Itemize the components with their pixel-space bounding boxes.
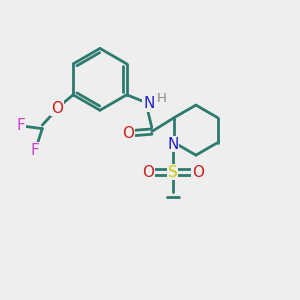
Text: O: O bbox=[51, 100, 63, 116]
Text: H: H bbox=[157, 92, 167, 105]
Text: O: O bbox=[192, 165, 204, 180]
Text: N: N bbox=[143, 96, 154, 111]
Text: S: S bbox=[168, 165, 178, 180]
Text: O: O bbox=[142, 165, 154, 180]
Text: F: F bbox=[31, 143, 39, 158]
Text: F: F bbox=[17, 118, 26, 133]
Text: O: O bbox=[122, 126, 134, 141]
Text: N: N bbox=[167, 136, 178, 152]
